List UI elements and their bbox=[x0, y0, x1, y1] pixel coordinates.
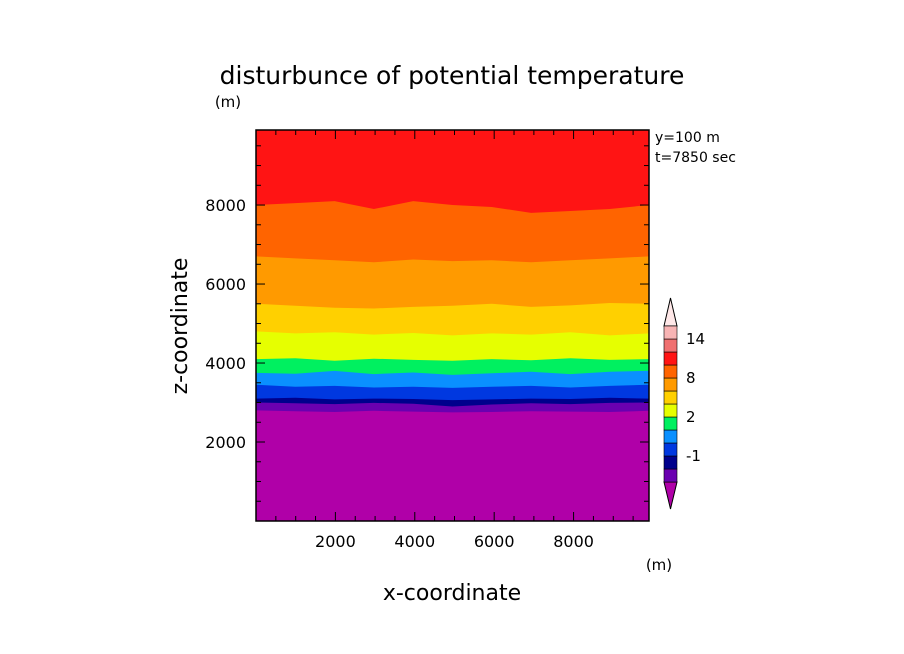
colorbar-swatch bbox=[663, 338, 678, 353]
plot-frame bbox=[255, 129, 650, 522]
x-tick-label: 6000 bbox=[474, 532, 515, 551]
contour-band-0 bbox=[256, 410, 649, 521]
y-tick-label: 4000 bbox=[205, 354, 246, 373]
colorbar-tick-label: 8 bbox=[686, 369, 696, 387]
colorbar-swatch bbox=[663, 455, 678, 470]
x-axis-label: x-coordinate bbox=[383, 581, 521, 606]
colorbar-swatch bbox=[663, 351, 678, 366]
colorbar-swatch bbox=[663, 390, 678, 405]
colorbar-swatch bbox=[663, 468, 678, 483]
y-tick-label: 2000 bbox=[205, 433, 246, 452]
colorbar-low-arrow bbox=[663, 481, 678, 510]
chart-title: disturbunce of potential temperature bbox=[220, 61, 685, 90]
annotation-time: t=7850 sec bbox=[655, 150, 736, 166]
annotation-y: y=100 m bbox=[655, 130, 720, 146]
plot-area bbox=[256, 130, 649, 521]
y-tick-label: 8000 bbox=[205, 196, 246, 215]
colorbar-unit-label: (m) bbox=[646, 556, 672, 574]
colorbar-tick-label: 2 bbox=[686, 408, 696, 426]
colorbar-high-arrow bbox=[663, 297, 678, 327]
x-tick-label: 8000 bbox=[553, 532, 594, 551]
colorbar-swatch bbox=[663, 403, 678, 418]
x-tick-label: 4000 bbox=[394, 532, 435, 551]
colorbar-tick-label: 14 bbox=[686, 330, 705, 348]
colorbar: 14 8 2 -1 bbox=[663, 297, 705, 510]
colorbar-swatch bbox=[663, 377, 678, 392]
colorbar-swatch bbox=[663, 442, 678, 457]
colorbar-swatch bbox=[663, 416, 678, 431]
y-tick-label: 6000 bbox=[205, 275, 246, 294]
y-unit-label: (m) bbox=[215, 93, 241, 111]
colorbar-swatch bbox=[663, 429, 678, 444]
colorbar-swatch bbox=[663, 325, 678, 340]
axes: 2000 4000 6000 8000 2000 4000 6000 8000 bbox=[205, 130, 649, 551]
colorbar-tick-label: -1 bbox=[686, 447, 701, 465]
colorbar-swatch bbox=[663, 364, 678, 379]
x-tick-label: 2000 bbox=[315, 532, 356, 551]
y-axis-label: z-coordinate bbox=[168, 258, 193, 395]
